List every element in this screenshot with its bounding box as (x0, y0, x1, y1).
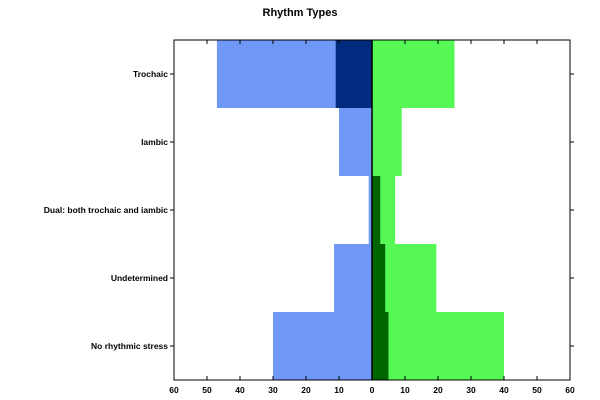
bar-right-outer-0 (372, 40, 455, 108)
x-tick-label: 0 (370, 385, 375, 395)
bar-right-outer-1 (372, 108, 402, 176)
bar-left-inner-0 (335, 40, 372, 108)
bar-left-outer-2 (368, 176, 372, 244)
x-tick-label: 20 (301, 385, 311, 395)
bar-right-outer-4 (372, 312, 504, 380)
category-label: Dual: both trochaic and iambic (44, 205, 168, 215)
x-tick-label: 10 (334, 385, 344, 395)
category-label: No rhythmic stress (91, 341, 168, 351)
x-tick-label: 60 (565, 385, 575, 395)
bar-left-outer-3 (334, 244, 372, 312)
x-tick-label: 50 (202, 385, 212, 395)
category-label: Trochaic (133, 69, 168, 79)
x-tick-label: 60 (169, 385, 179, 395)
x-tick-label: 20 (433, 385, 443, 395)
bar-left-outer-4 (273, 312, 372, 380)
x-tick-label: 10 (400, 385, 410, 395)
x-tick-label: 30 (466, 385, 476, 395)
x-tick-label: 30 (268, 385, 278, 395)
x-tick-label: 40 (235, 385, 245, 395)
bar-right-inner-4 (372, 312, 389, 380)
chart-title: Rhythm Types (263, 7, 338, 19)
bars-layer (216, 40, 504, 380)
bar-left-outer-1 (339, 108, 372, 176)
bar-right-inner-2 (372, 176, 381, 244)
x-tick-label: 40 (499, 385, 509, 395)
bar-right-inner-3 (372, 244, 386, 312)
y-axis: Trochaic Iambic Dual: both trochaic and ia… (44, 69, 574, 351)
category-label: Undetermined (111, 273, 168, 283)
category-label: Iambic (141, 137, 168, 147)
x-tick-label: 50 (532, 385, 542, 395)
x-axis: 60 50 40 30 20 10 0 10 20 30 40 50 60 (169, 40, 575, 395)
